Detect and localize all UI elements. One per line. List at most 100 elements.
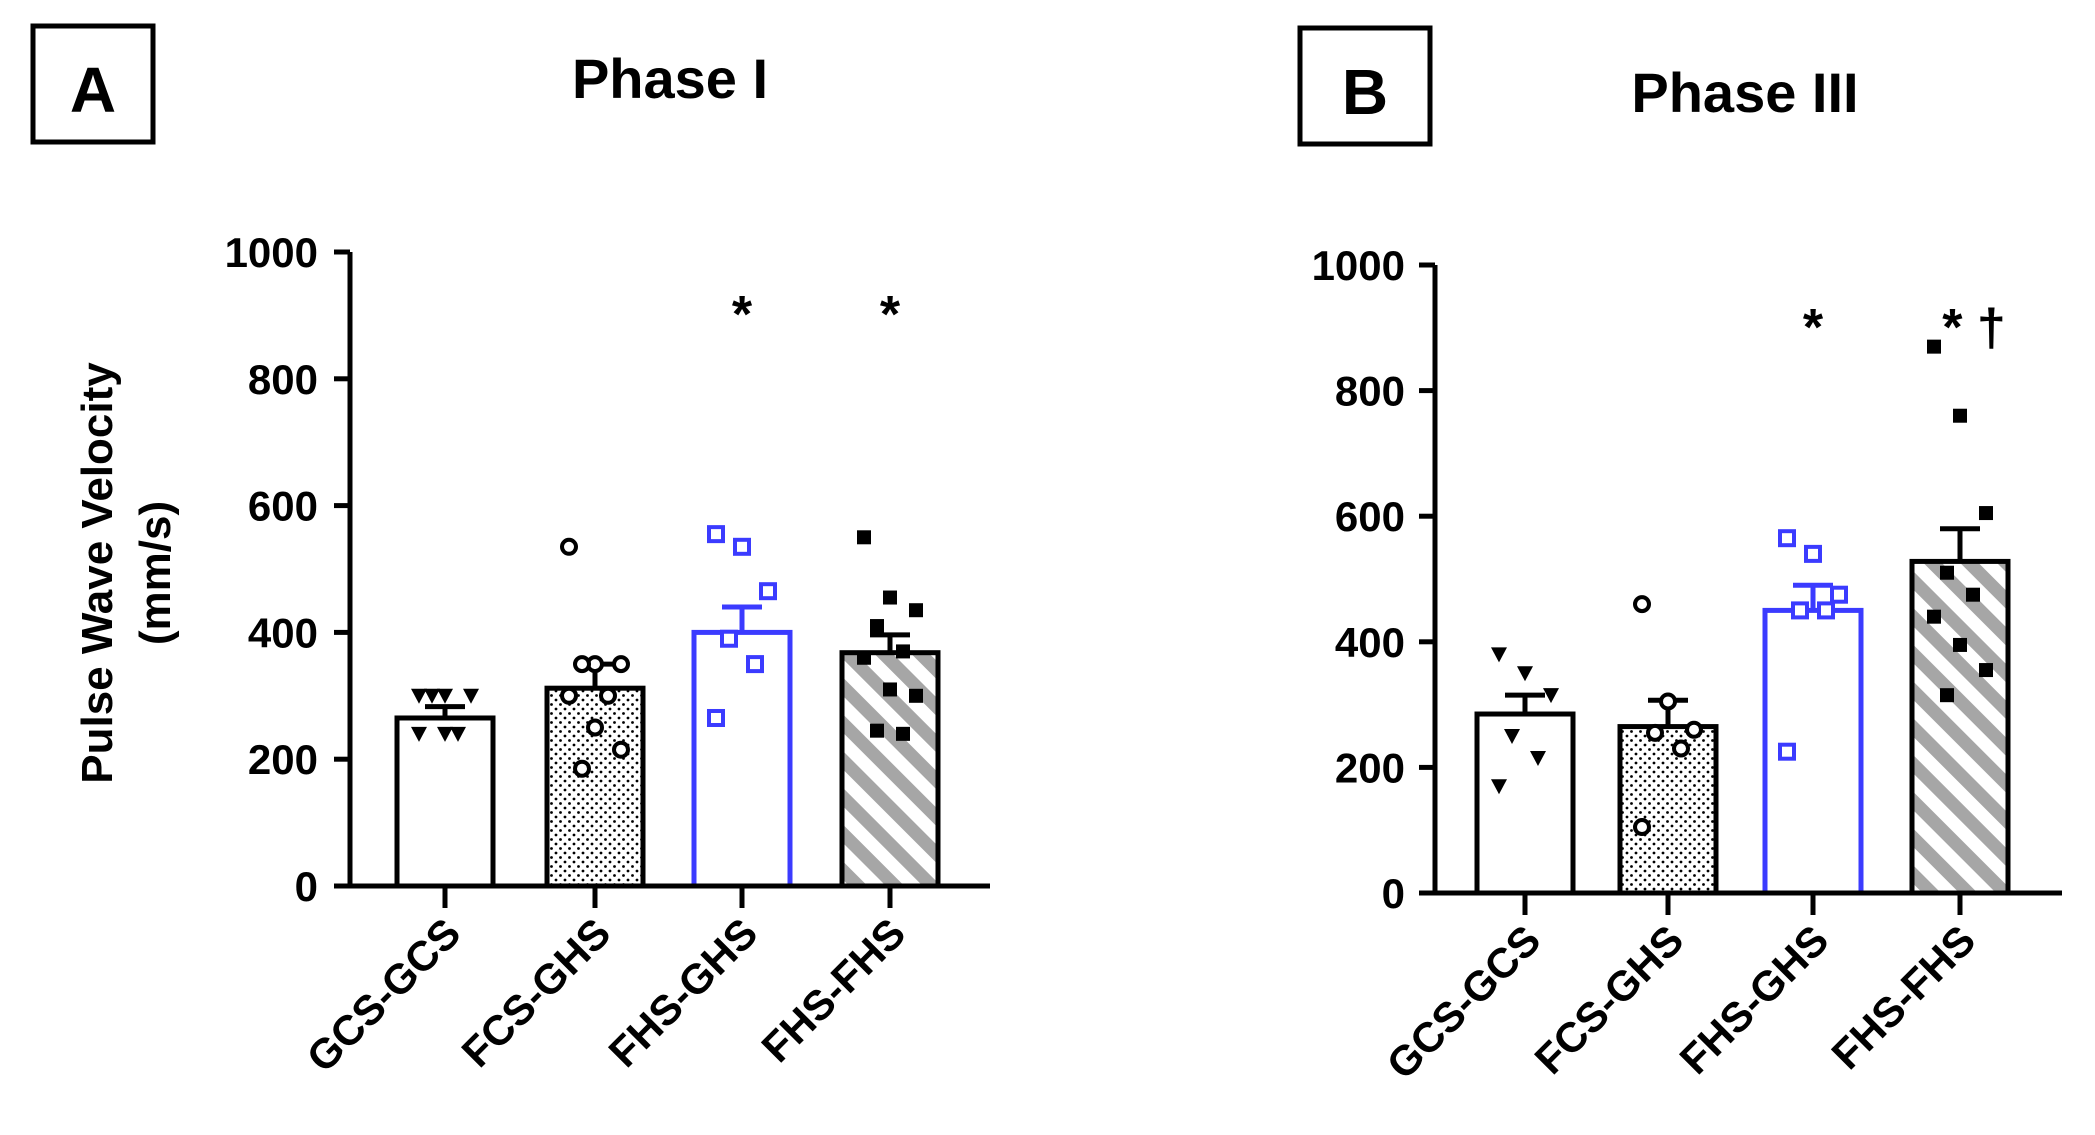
y-tick-label: 0 (295, 863, 318, 910)
panel-a-letter-box (30, 23, 156, 145)
y-tick-label: 0 (1382, 870, 1405, 917)
data-point (1504, 729, 1520, 744)
data-point (599, 686, 617, 705)
data-point (883, 590, 897, 605)
y-tick-label: 400 (1335, 619, 1405, 666)
bar-fhs-ghs (691, 629, 793, 889)
x-tick-label: FHS-FHS (1822, 916, 1984, 1078)
data-point (1966, 587, 1980, 602)
data-point (857, 530, 871, 545)
data-point (1646, 723, 1664, 742)
data-point (1979, 506, 1993, 521)
y-tick-label: 600 (1335, 493, 1405, 540)
data-point (759, 582, 777, 601)
data-point (573, 759, 591, 778)
data-point (1543, 688, 1559, 704)
data-point (896, 726, 910, 741)
y-tick-label: 200 (1335, 744, 1405, 791)
y-tick-label: 200 (248, 736, 318, 783)
y-tick-label: 400 (248, 609, 318, 656)
data-point (870, 723, 884, 738)
data-point (707, 708, 725, 727)
x-tick-label: FCS-GHS (1525, 916, 1692, 1083)
y-tick-label: 1000 (1312, 242, 1405, 289)
data-point (1491, 647, 1507, 663)
bar-fcs-ghs (544, 685, 646, 889)
data-point (1830, 585, 1848, 604)
data-point (1817, 601, 1835, 620)
data-point (560, 686, 578, 705)
data-point (1491, 779, 1507, 795)
data-point (1804, 544, 1822, 563)
panel-b-title: Phase III (1631, 61, 1858, 124)
x-tick-label: FHS-GHS (1670, 916, 1837, 1083)
data-point (573, 655, 591, 674)
data-point (1953, 637, 1967, 652)
panel-b-letter-box (1297, 25, 1433, 147)
data-point (733, 537, 751, 556)
data-point (1659, 692, 1677, 711)
data-point (1530, 750, 1546, 766)
panel-b-letter: B (1342, 56, 1388, 128)
data-point (857, 650, 871, 665)
bar-fhs-fhs (1909, 558, 2011, 896)
data-point (1685, 720, 1703, 739)
data-point (1953, 408, 1967, 423)
data-point (1778, 742, 1796, 761)
y-tick-label: 800 (1335, 368, 1405, 415)
data-point (909, 688, 923, 703)
data-point (586, 718, 604, 737)
data-point (560, 537, 578, 556)
panel-a-letter: A (70, 54, 116, 126)
data-point (1791, 601, 1809, 620)
x-tick-label: FHS-GHS (599, 909, 766, 1076)
data-point (437, 688, 453, 704)
data-point (1940, 688, 1954, 703)
data-point (450, 726, 466, 742)
data-point (411, 726, 427, 742)
data-point (463, 688, 479, 704)
y-axis-label-line2: (mm/s) (131, 501, 180, 645)
data-point (1927, 339, 1941, 354)
chart-phase-1: * * 0 200 400 600 800 1000 GCS-GCSFCS-GHSFHS-GHS… (225, 229, 990, 1081)
data-point (909, 603, 923, 618)
x-tick-label: GCS-GCS (1378, 916, 1550, 1088)
bar-fcs-ghs (1617, 724, 1719, 896)
data-point (411, 688, 427, 704)
data-point (746, 655, 764, 674)
data-point (1633, 818, 1651, 837)
panel-b-header: B Phase III (1297, 25, 1859, 147)
y-tick-label: 1000 (225, 229, 318, 276)
data-point (424, 688, 440, 704)
data-point (1672, 739, 1690, 758)
data-point (612, 740, 630, 759)
y-tick-label: 800 (248, 356, 318, 403)
significance-marker: * (880, 286, 901, 344)
significance-marker: * † (1942, 299, 2006, 357)
panel-a-title: Phase I (572, 47, 768, 110)
data-point (1517, 666, 1533, 682)
panel-a-header: A Phase I (30, 23, 768, 145)
data-point (707, 525, 725, 544)
data-point (1927, 609, 1941, 624)
data-point (612, 655, 630, 674)
x-tick-label: GCS-GCS (298, 909, 470, 1081)
data-point (883, 682, 897, 697)
y-tick-label: 600 (248, 483, 318, 530)
data-point (896, 644, 910, 659)
data-point (437, 726, 453, 742)
significance-marker: * (732, 286, 753, 344)
data-point (1940, 565, 1954, 580)
data-point (870, 619, 884, 634)
data-point (1633, 595, 1651, 614)
data-point (720, 629, 738, 648)
data-point (1979, 663, 1993, 678)
y-axis-label-line1: Pulse Wave Velocity (73, 362, 122, 784)
data-point (1778, 529, 1796, 548)
bar-gcs-gcs (394, 715, 496, 889)
x-tick-label: FCS-GHS (452, 909, 619, 1076)
bar-gcs-gcs (1474, 711, 1576, 896)
chart-phase-3: * * † 0 200 400 600 800 1000 GCS-GCSFCS-GHSFHS-G… (1312, 242, 2062, 1088)
significance-marker: * (1803, 299, 1824, 357)
